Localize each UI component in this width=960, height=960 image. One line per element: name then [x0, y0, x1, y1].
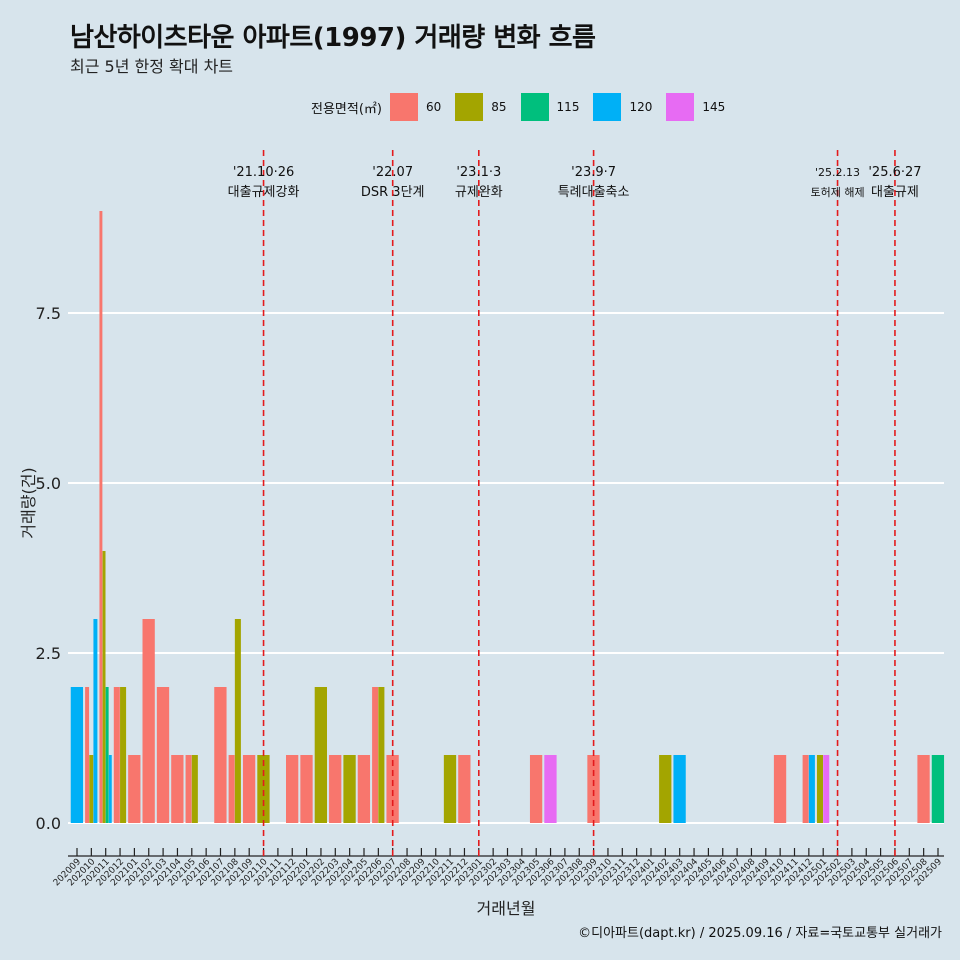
bar-60 — [773, 755, 787, 823]
event-name-label: 규제완화 — [455, 185, 503, 200]
chart-subtitle: 최근 5년 한정 확대 차트 — [70, 57, 234, 76]
bar-120 — [808, 755, 815, 823]
bar-60 — [185, 755, 192, 823]
event-date-label: '25.6·27 — [868, 165, 921, 180]
bar-60 — [142, 619, 155, 823]
bar-60 — [458, 755, 471, 823]
legend: 전용면적(㎡) 60 85 115 120 145 — [311, 93, 739, 121]
bar-60 — [300, 755, 313, 823]
bar-120 — [70, 687, 84, 823]
bar-60 — [214, 687, 227, 823]
bar-85 — [102, 551, 106, 823]
event-date-label: '23.1·3 — [456, 165, 501, 180]
bar-85 — [816, 755, 823, 823]
bar-60 — [529, 755, 543, 823]
legend-label: 145 — [702, 100, 726, 114]
bar-60 — [802, 755, 809, 823]
legend-swatch — [666, 93, 695, 121]
legend-swatch — [389, 93, 418, 121]
bar-60 — [587, 755, 600, 823]
legend-item-120: 120 — [593, 93, 652, 121]
event-name-label: 대출규제강화 — [228, 185, 300, 200]
bar-85 — [234, 619, 241, 823]
bar-85 — [343, 755, 356, 823]
bar-85 — [191, 755, 198, 823]
y-tick-label: 0.0 — [36, 814, 61, 833]
event-date-label: '22.07 — [372, 165, 413, 180]
y-tick-label: 7.5 — [36, 304, 61, 323]
event-date-label: '25.2.13 — [815, 166, 860, 179]
bar-120 — [673, 755, 686, 823]
bar-85 — [378, 687, 385, 823]
bar-145 — [823, 755, 830, 823]
legend-title: 전용면적(㎡) — [311, 101, 382, 117]
bar-145 — [544, 755, 557, 823]
bar-60 — [113, 687, 120, 823]
legend-swatch — [520, 93, 549, 121]
legend-swatch — [455, 93, 484, 121]
x-axis-title: 거래년월 — [477, 899, 536, 918]
bar-60 — [917, 755, 930, 823]
legend-item-115: 115 — [520, 93, 580, 121]
bar-60 — [372, 687, 379, 823]
bar-60 — [386, 755, 399, 823]
bar-85 — [89, 755, 94, 823]
legend-item-85: 85 — [455, 93, 507, 121]
legend-item-145: 145 — [666, 93, 725, 121]
legend-item-60: 60 — [389, 93, 442, 121]
event-name-label: 대출규제 — [871, 185, 919, 200]
y-tick-label: 5.0 — [36, 474, 61, 493]
legend-swatch — [593, 93, 622, 121]
legend-label: 60 — [425, 100, 442, 114]
bar-60 — [85, 687, 90, 823]
event-date-label: '21.10·26 — [233, 165, 294, 180]
bar-85 — [314, 687, 327, 823]
bar-60 — [357, 755, 371, 823]
event-name-label: 토허제 해제 — [810, 185, 864, 199]
legend-label: 115 — [556, 100, 580, 114]
bar-60 — [242, 755, 256, 823]
bar-85 — [659, 755, 672, 823]
bar-60 — [228, 755, 235, 823]
legend-label: 120 — [629, 100, 653, 114]
bar-60 — [128, 755, 141, 823]
bar-60 — [156, 687, 170, 823]
bar-85 — [443, 755, 457, 823]
event-date-label: '23.9·7 — [571, 165, 616, 180]
bar-120 — [93, 619, 98, 823]
bar-120 — [108, 755, 112, 823]
bar-60 — [329, 755, 342, 823]
source-caption: ©디아파트(dapt.kr) / 2025.09.16 / 자료=국토교통부 실… — [578, 926, 942, 941]
bar-60 — [286, 755, 299, 823]
bar-85 — [120, 687, 127, 823]
chart-title: 남산하이츠타운 아파트(1997) 거래량 변화 흐름 — [70, 23, 596, 53]
bar-60 — [99, 211, 103, 823]
event-name-label: 특례대출축소 — [558, 185, 630, 200]
bar-85 — [257, 755, 270, 823]
bar-115 — [105, 687, 109, 823]
y-axis-title: 거래량(건) — [19, 467, 38, 538]
bar-115 — [931, 755, 945, 823]
y-tick-label: 2.5 — [36, 644, 61, 663]
event-name-label: DSR 3단계 — [361, 185, 425, 200]
legend-label: 85 — [491, 100, 507, 114]
bar-60 — [171, 755, 184, 823]
